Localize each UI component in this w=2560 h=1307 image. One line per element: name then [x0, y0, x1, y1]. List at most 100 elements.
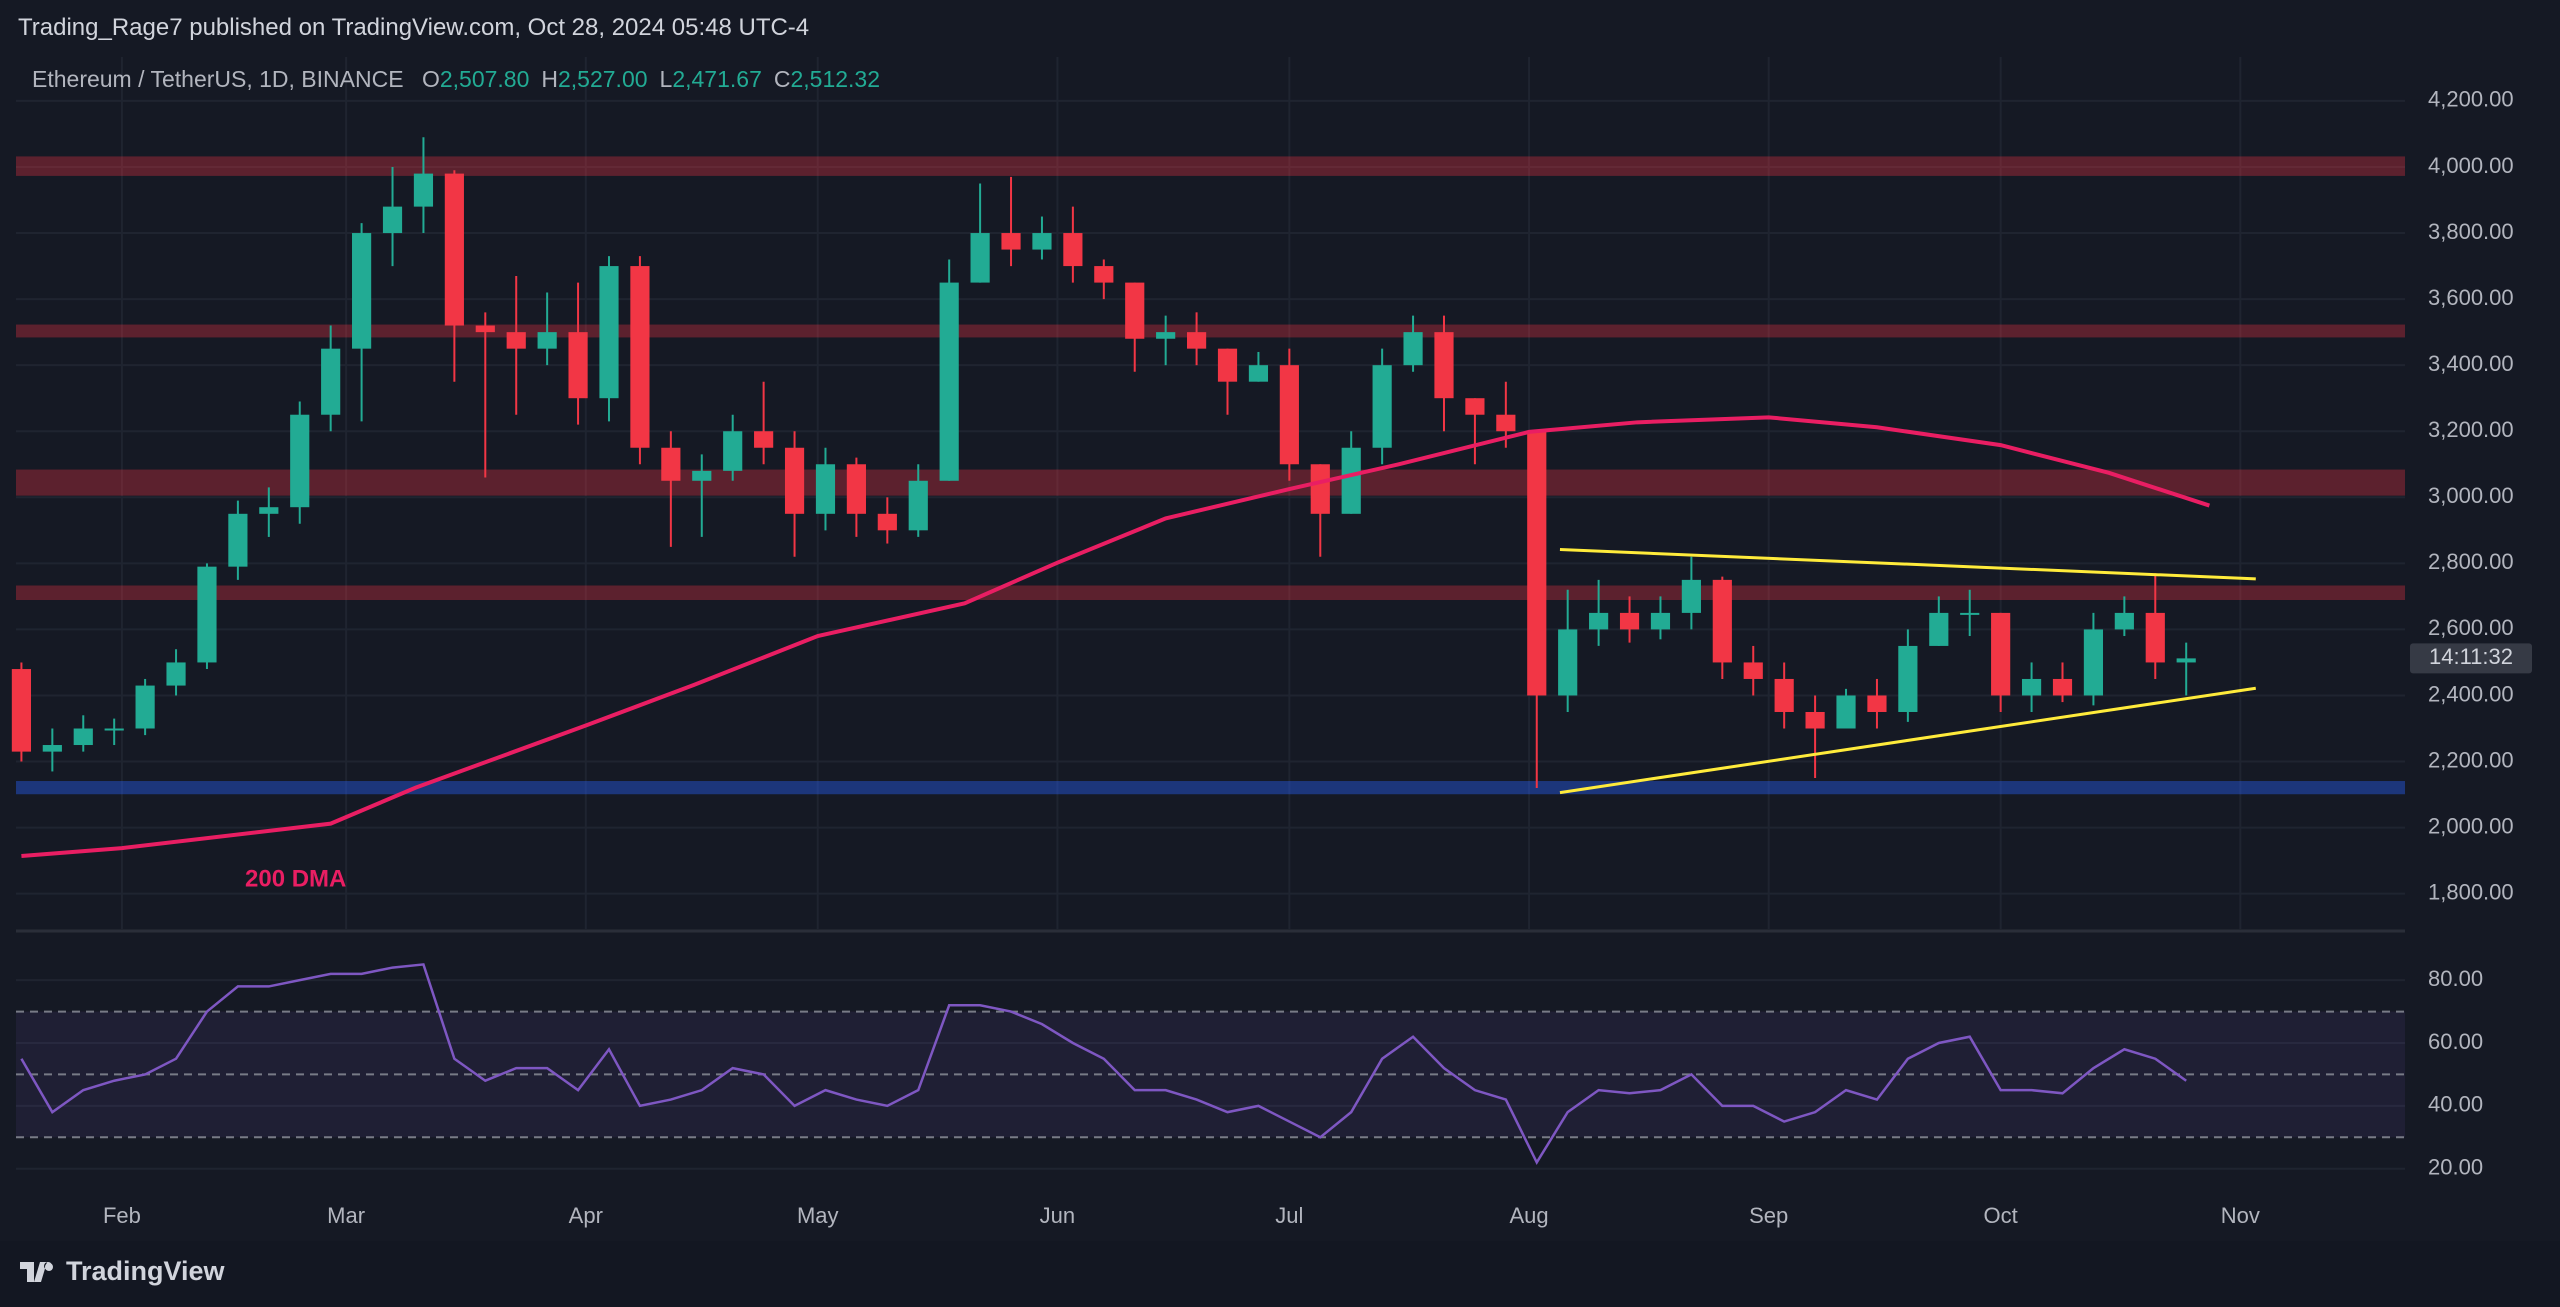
x-tick-label: Oct [1984, 1203, 2018, 1228]
countdown-box [2410, 643, 2532, 674]
y-tick-label: 1,800.00 [2428, 879, 2514, 904]
candle-body [1434, 332, 1454, 399]
y-tick-label: 4,200.00 [2428, 87, 2514, 112]
ma-label: 200 DMA [245, 865, 346, 892]
candle-body [568, 332, 588, 399]
y-tick-label: 4,000.00 [2428, 153, 2514, 178]
candle-body [1403, 332, 1423, 366]
footer: TradingView [18, 1256, 225, 1287]
candle-body [1094, 266, 1114, 283]
candle-body [1991, 612, 2011, 696]
candle-body [1712, 579, 1732, 663]
x-tick-label: Jun [1040, 1203, 1075, 1228]
candle-body [939, 282, 959, 481]
rsi-line [20, 963, 2187, 1166]
ohlc-name: O [421, 66, 440, 92]
candle-body [692, 470, 712, 481]
candle-body [444, 173, 464, 326]
y-tick-label: 40.00 [2428, 1092, 2483, 1117]
candle-body [2176, 658, 2196, 663]
candle-body [259, 507, 279, 514]
footer-band [0, 1241, 2560, 1307]
candle-body [1589, 612, 1609, 630]
candle-body [630, 266, 650, 448]
candle-body [1156, 332, 1176, 339]
candle-body [2052, 678, 2073, 696]
candle-body [1372, 365, 1392, 448]
zone [16, 156, 2405, 176]
x-tick-label: Apr [569, 1203, 603, 1228]
ohlc-value: 2,471.67 [672, 66, 762, 92]
candle-body [42, 745, 62, 752]
x-tick-label: Aug [1509, 1203, 1548, 1228]
candle-body [1681, 579, 1701, 613]
candle-body [1186, 332, 1207, 349]
ohlc-name: H [541, 66, 558, 92]
candle-body [413, 173, 434, 207]
candle-body [321, 348, 341, 415]
zone [16, 781, 2405, 795]
y-tick-label: 3,200.00 [2428, 417, 2514, 442]
ohlc-value: 2,507.80 [439, 66, 530, 92]
candle-body [135, 685, 155, 729]
logo [20, 1261, 53, 1282]
candle-body [1898, 645, 1918, 712]
publisher: Trading_Rage7 published on TradingView.c… [18, 14, 810, 41]
candle-body [877, 513, 897, 531]
candle-body [1527, 431, 1547, 696]
candle-body [1619, 612, 1640, 630]
candle-body [73, 728, 93, 746]
candle-body [2145, 612, 2165, 663]
y-tick-label: 3,000.00 [2428, 483, 2514, 508]
candle-body [1929, 612, 1949, 646]
candle-body [754, 431, 774, 448]
candle-body [1217, 348, 1238, 382]
candle-body [2083, 629, 2104, 696]
ohlc-legend: Ethereum / TetherUS, 1D, BINANCE O2,507.… [32, 66, 892, 93]
symbol-title: Ethereum / TetherUS, 1D, BINANCE [32, 66, 404, 92]
y-tick-label: 3,400.00 [2428, 351, 2514, 376]
candle-body [382, 206, 403, 234]
x-tick-label: Mar [327, 1203, 365, 1228]
countdown: 14:11:32 [2429, 644, 2513, 669]
y-tick-label: 2,200.00 [2428, 747, 2514, 772]
brand: TradingView [66, 1256, 225, 1286]
x-tick-label: May [797, 1203, 839, 1228]
x-tick-label: Jul [1275, 1203, 1303, 1228]
candle-body [104, 728, 124, 731]
candle-body [352, 233, 372, 349]
candle-body [228, 513, 248, 567]
candle-body [1279, 365, 1299, 465]
x-tick-label: Nov [2221, 1203, 2260, 1228]
trendline [1559, 686, 2257, 795]
candle-body [1496, 414, 1516, 432]
candle-body [784, 447, 805, 514]
candle-body [908, 480, 928, 531]
trendline [1559, 547, 2256, 581]
zone [16, 585, 2405, 601]
x-tick-label: Sep [1749, 1203, 1788, 1228]
candle-body [1310, 464, 1330, 514]
y-tick-label: 2,400.00 [2428, 681, 2514, 706]
candle-body [2114, 612, 2134, 630]
candle-body [290, 414, 310, 508]
ohlc-name: L [659, 66, 673, 92]
candle-body [1836, 695, 1856, 729]
y-tick-label: 20.00 [2428, 1155, 2483, 1180]
candle-body [1001, 233, 1021, 250]
candle-body [815, 464, 836, 514]
y-tick-label: 3,600.00 [2428, 285, 2514, 310]
candle-body [1248, 365, 1269, 382]
candle-body [1063, 233, 1083, 267]
candle-body [1650, 612, 1671, 630]
candle-body [1032, 233, 1052, 250]
y-tick-label: 2,000.00 [2428, 813, 2514, 838]
candle-body [1558, 629, 1578, 696]
ohlc-name: C [773, 66, 791, 92]
moving-average [21, 415, 2211, 858]
candle-body [970, 233, 990, 283]
candle-body [1805, 711, 1825, 729]
candle-body [599, 266, 619, 399]
